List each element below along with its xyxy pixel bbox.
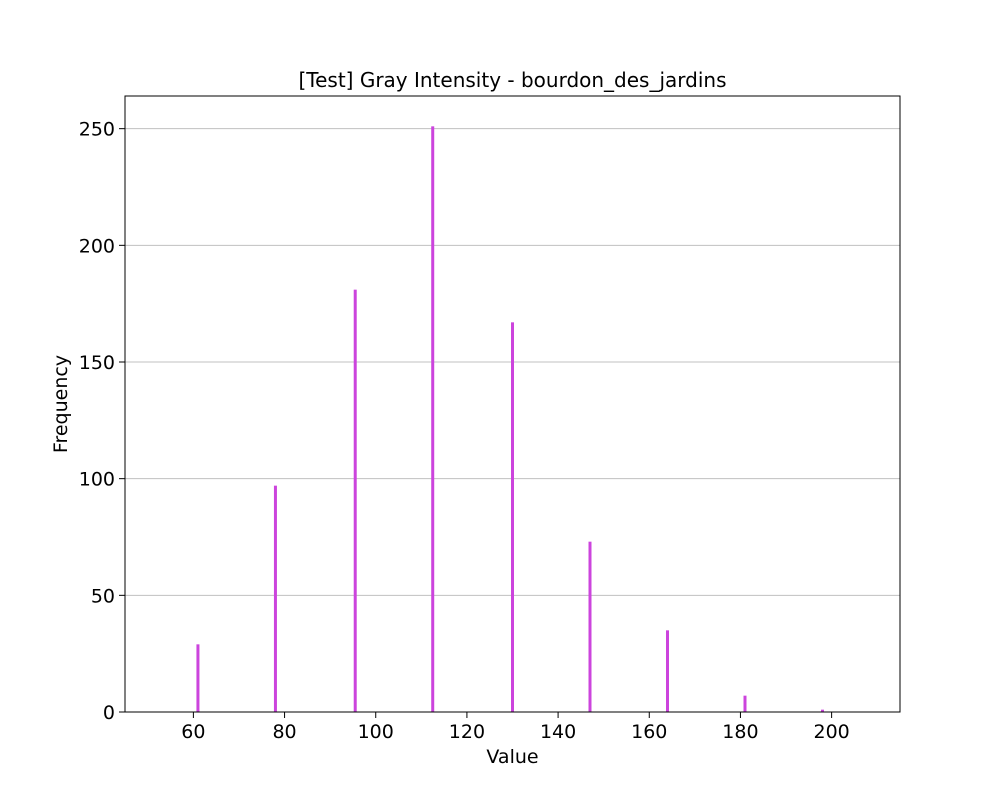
ticks: 0 50 100 150 200 250 60 80 100 120 140 160 180 200 [79,119,850,743]
y-tick-label: 250 [79,119,115,141]
histogram-bar [353,289,357,712]
x-axis-label: Value [486,746,538,768]
histogram-bar [431,126,435,713]
x-tick-label: 140 [540,721,576,743]
x-tick-label: 120 [449,721,485,743]
histogram-bar [743,695,747,712]
x-tick-label: 60 [181,721,205,743]
x-tick-label: 80 [272,721,296,743]
histogram-bar [821,709,824,712]
plot-frame [124,95,901,713]
y-tick-label: 50 [91,585,115,607]
y-tick-label: 0 [103,702,115,724]
histogram-bar [273,485,277,712]
x-tick-label: 180 [722,721,758,743]
y-tick-label: 100 [79,469,115,491]
y-tick-label: 200 [79,235,115,257]
histogram-bar [511,322,514,712]
bars [196,126,824,713]
x-tick-label: 160 [631,721,667,743]
histogram-bar [666,630,669,712]
y-axis-label: Frequency [50,355,72,453]
histogram-bar [588,541,592,712]
x-tick-label: 200 [813,721,849,743]
histogram-bar [196,644,200,712]
chart-title: [Test] Gray Intensity - bourdon_des_jard… [298,68,726,92]
y-tick-label: 150 [79,352,115,374]
x-tick-label: 100 [358,721,394,743]
